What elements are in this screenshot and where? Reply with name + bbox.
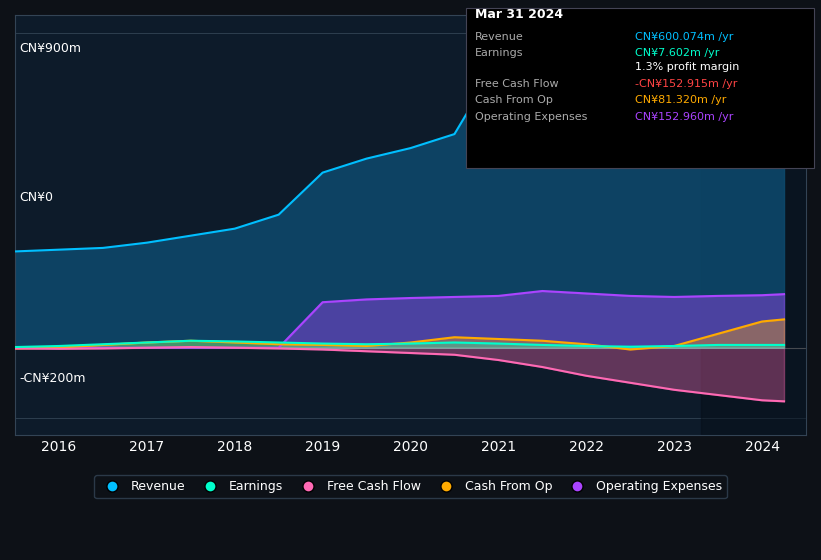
Text: Earnings: Earnings (475, 48, 524, 58)
Text: CN¥7.602m /yr: CN¥7.602m /yr (635, 48, 720, 58)
Text: Free Cash Flow: Free Cash Flow (475, 79, 559, 88)
Text: CN¥0: CN¥0 (19, 192, 53, 204)
Text: CN¥152.960m /yr: CN¥152.960m /yr (635, 111, 734, 122)
Text: Operating Expenses: Operating Expenses (475, 111, 588, 122)
Text: Mar 31 2024: Mar 31 2024 (475, 8, 563, 21)
Text: CN¥900m: CN¥900m (19, 43, 81, 55)
Text: CN¥81.320m /yr: CN¥81.320m /yr (635, 95, 727, 105)
Text: -CN¥152.915m /yr: -CN¥152.915m /yr (635, 79, 738, 88)
Text: CN¥600.074m /yr: CN¥600.074m /yr (635, 32, 734, 41)
Text: Revenue: Revenue (475, 32, 524, 41)
Text: -CN¥200m: -CN¥200m (19, 372, 85, 385)
Bar (700, 15, 806, 435)
Legend: Revenue, Earnings, Free Cash Flow, Cash From Op, Operating Expenses: Revenue, Earnings, Free Cash Flow, Cash … (94, 475, 727, 498)
Text: 1.3% profit margin: 1.3% profit margin (635, 62, 740, 72)
Text: Cash From Op: Cash From Op (475, 95, 553, 105)
